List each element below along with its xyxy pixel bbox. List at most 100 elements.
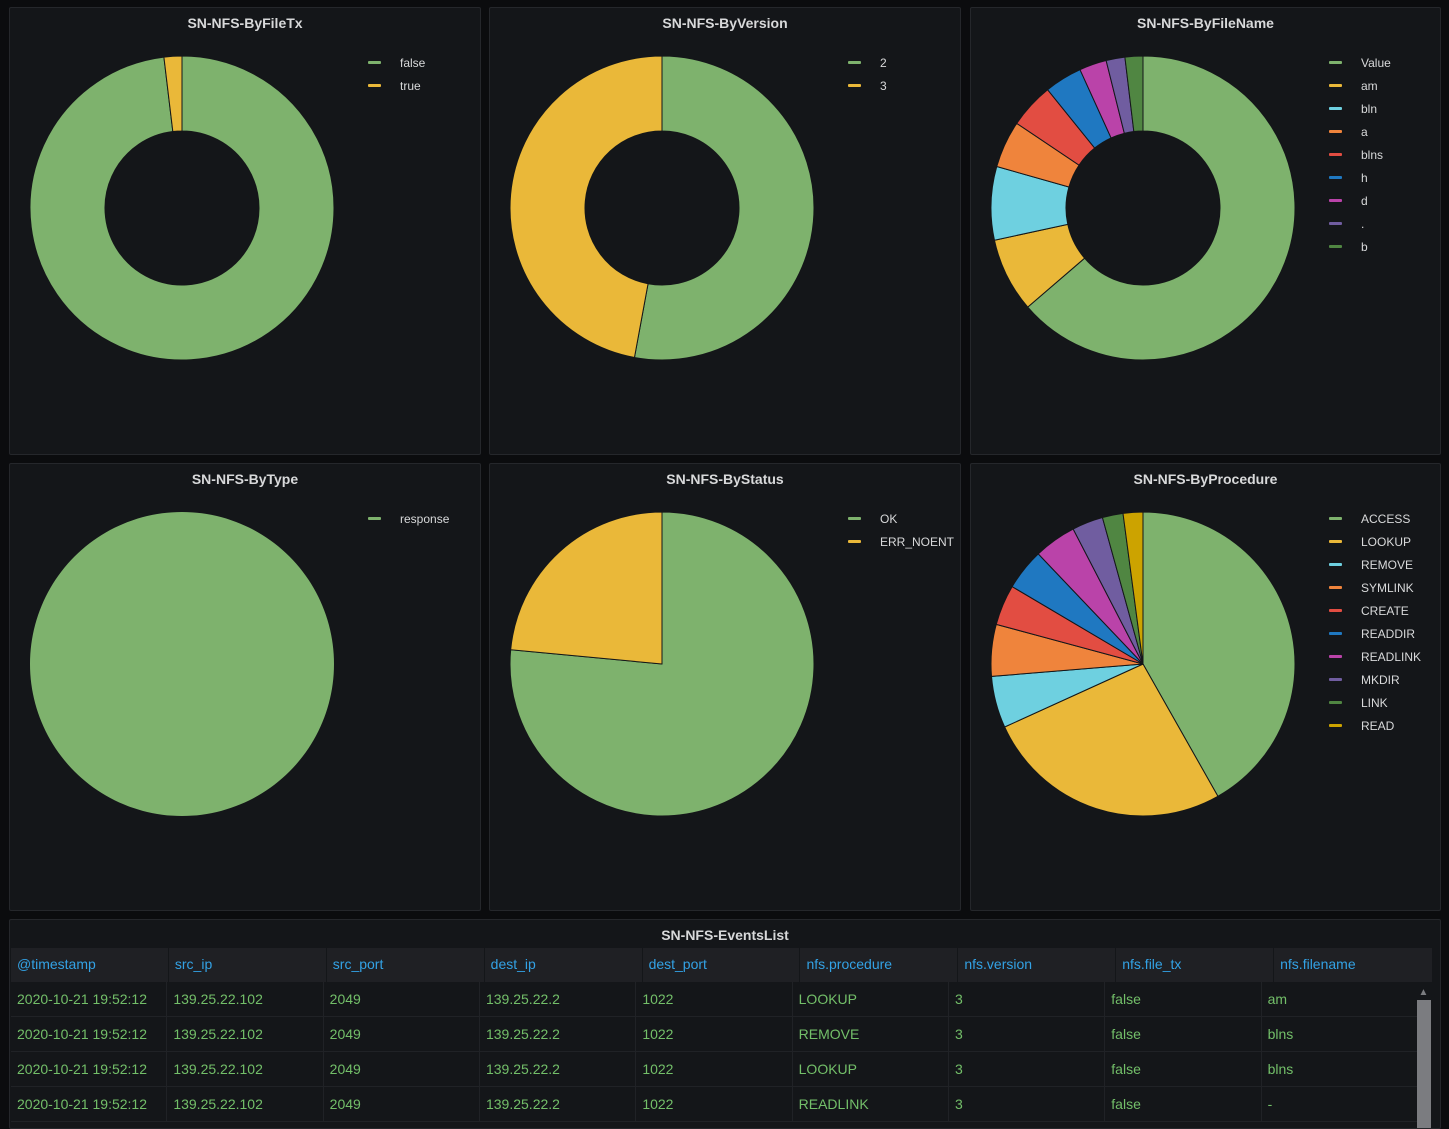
cell-version: 3 xyxy=(949,1087,1106,1121)
legend-swatch xyxy=(1329,130,1342,133)
legend-item[interactable]: MKDIR xyxy=(1329,668,1421,691)
legend-item[interactable]: ERR_NOENT xyxy=(848,530,954,553)
legend-label: ERR_NOENT xyxy=(880,534,955,549)
legend-swatch xyxy=(848,84,861,87)
panel-title[interactable]: SN-NFS-ByStatus xyxy=(666,471,784,487)
cell-src-ip: 139.25.22.102 xyxy=(167,982,324,1016)
column-header-timestamp[interactable]: @timestamp xyxy=(11,948,169,982)
legend-label: MKDIR xyxy=(1361,672,1400,687)
legend-swatch xyxy=(848,540,861,543)
legend-item[interactable]: Value xyxy=(1329,51,1391,74)
legend-item[interactable]: 2 xyxy=(848,51,887,74)
legend-item[interactable]: REMOVE xyxy=(1329,553,1421,576)
scrollbar-thumb[interactable] xyxy=(1417,1000,1431,1128)
pie-slice-3[interactable] xyxy=(509,55,663,359)
legend-item[interactable]: CREATE xyxy=(1329,599,1421,622)
cell-timestamp: 2020-10-21 19:52:12 xyxy=(11,1087,168,1121)
column-header-dest-port[interactable]: dest_port xyxy=(643,948,801,982)
cell-version: 3 xyxy=(949,1017,1106,1051)
legend-label: REMOVE xyxy=(1361,557,1414,572)
legend-item[interactable]: response xyxy=(368,507,449,530)
table-row: 2020-10-21 19:52:12 139.25.22.102 2049 1… xyxy=(11,1017,1418,1052)
legend-swatch xyxy=(1329,517,1342,520)
legend-item[interactable]: a xyxy=(1329,120,1391,143)
panel-by-filename: SN-NFS-ByFileName Value am bln a blns h d. b xyxy=(970,7,1441,455)
pie-slice-access[interactable] xyxy=(1142,511,1296,797)
cell-filename: blns xyxy=(1267,1026,1294,1042)
pie-slice-b[interactable] xyxy=(1124,55,1144,133)
legend-swatch xyxy=(1329,632,1342,635)
pie-slice-2[interactable] xyxy=(633,55,815,361)
legend-label: LOOKUP xyxy=(1361,534,1412,549)
cell-procedure: REMOVE xyxy=(793,1017,949,1051)
table-body: 2020-10-21 19:52:12 139.25.22.102 2049 1… xyxy=(11,982,1418,1128)
legend-label: SYMLINK xyxy=(1361,580,1414,595)
column-header-filename[interactable]: nfs.filename xyxy=(1280,956,1356,972)
cell-src-port: 2049 xyxy=(324,1052,480,1086)
table-scrollbar[interactable]: ▲ xyxy=(1416,982,1431,1128)
legend-item[interactable]: READDIR xyxy=(1329,622,1421,645)
legend-swatch xyxy=(1329,678,1342,681)
pie-chart xyxy=(990,55,1296,361)
pie-slice-response[interactable] xyxy=(29,512,334,816)
panel-by-status: SN-NFS-ByStatus OK ERR_NOENT xyxy=(489,463,961,911)
cell-src-ip: 139.25.22.102 xyxy=(167,1052,324,1086)
cell-timestamp: 2020-10-21 19:52:12 xyxy=(11,1052,168,1086)
chevron-up-icon[interactable]: ▲ xyxy=(1418,987,1429,998)
legend-swatch xyxy=(1329,701,1342,704)
legend-item[interactable]: bln xyxy=(1329,97,1391,120)
legend-label: bln xyxy=(1361,101,1378,116)
column-header-file-tx[interactable]: nfs.file_tx xyxy=(1116,948,1275,982)
column-header-src-ip[interactable]: src_ip xyxy=(169,948,327,982)
legend-item[interactable]: READ xyxy=(1329,714,1421,737)
column-header-version[interactable]: nfs.version xyxy=(958,948,1117,982)
legend-label: LINK xyxy=(1361,695,1388,710)
legend-item[interactable]: blns xyxy=(1329,143,1391,166)
panel-title[interactable]: SN-NFS-ByFileName xyxy=(1137,15,1274,31)
cell-procedure: LOOKUP xyxy=(793,1052,949,1086)
legend-item[interactable]: LINK xyxy=(1329,691,1421,714)
legend-item[interactable]: 3 xyxy=(848,74,887,97)
legend-swatch xyxy=(1329,540,1342,543)
pie-slice-true[interactable] xyxy=(163,55,183,133)
legend-item[interactable]: . xyxy=(1329,212,1391,235)
legend-item[interactable]: h xyxy=(1329,166,1391,189)
cell-src-ip: 139.25.22.102 xyxy=(167,1087,324,1121)
cell-dest-ip: 139.25.22.2 xyxy=(480,982,637,1016)
legend-item[interactable]: false xyxy=(368,51,425,74)
panel-by-filetx: SN-NFS-ByFileTx false true xyxy=(9,7,481,455)
legend-item[interactable]: ACCESS xyxy=(1329,507,1421,530)
column-header-src-port[interactable]: src_port xyxy=(327,948,485,982)
pie-slice-false[interactable] xyxy=(29,55,335,361)
legend-item[interactable]: OK xyxy=(848,507,954,530)
pie-chart xyxy=(509,55,815,361)
legend-swatch xyxy=(848,61,861,64)
legend-label: READDIR xyxy=(1361,626,1416,641)
legend-item[interactable]: READLINK xyxy=(1329,645,1421,668)
legend-item[interactable]: d xyxy=(1329,189,1391,212)
panel-events-list: SN-NFS-EventsList @timestamp src_ip src_… xyxy=(9,919,1441,1129)
legend-label: ACCESS xyxy=(1361,511,1411,526)
panel-title[interactable]: SN-NFS-ByProcedure xyxy=(1133,471,1278,487)
legend-item[interactable]: LOOKUP xyxy=(1329,530,1421,553)
pie-slice-read[interactable] xyxy=(1122,511,1144,665)
legend-swatch xyxy=(1329,655,1342,658)
legend-label: a xyxy=(1361,124,1368,139)
legend-item[interactable]: true xyxy=(368,74,425,97)
pie-slice-err-noent[interactable] xyxy=(510,511,663,665)
legend-item[interactable]: b xyxy=(1329,235,1391,258)
column-header-procedure[interactable]: nfs.procedure xyxy=(800,948,959,982)
panel-title[interactable]: SN-NFS-ByType xyxy=(191,471,299,487)
pie-slice-value[interactable] xyxy=(1027,55,1296,361)
legend-swatch xyxy=(1329,586,1342,589)
panel-title[interactable]: SN-NFS-EventsList xyxy=(661,927,789,943)
panel-title[interactable]: SN-NFS-ByVersion xyxy=(662,15,788,31)
legend-item[interactable]: SYMLINK xyxy=(1329,576,1421,599)
pie-chart xyxy=(29,512,334,816)
column-header-dest-ip[interactable]: dest_ip xyxy=(485,948,643,982)
pie-slice-lookup[interactable] xyxy=(1004,663,1219,817)
cell-dest-port: 1022 xyxy=(636,1087,793,1121)
legend-item[interactable]: am xyxy=(1329,74,1391,97)
panel-title[interactable]: SN-NFS-ByFileTx xyxy=(187,15,303,31)
pie-chart xyxy=(990,511,1296,817)
